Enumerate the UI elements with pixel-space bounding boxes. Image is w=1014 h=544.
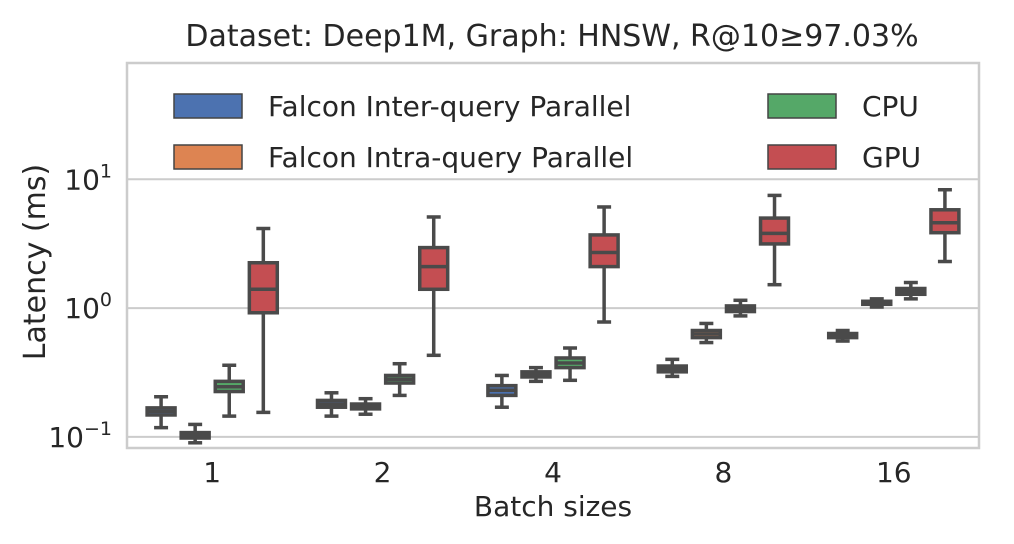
box-cpu-batch-16 [895,280,927,301]
legend: Falcon Inter-query Parallel Falcon Intra-… [173,90,921,174]
y-tick-label: 100 [64,289,112,325]
box-falcon-inter-query-parallel-batch-2 [315,391,348,418]
legend-swatch [173,93,243,119]
box-falcon-inter-query-parallel-batch-8 [656,357,689,379]
box-cpu-batch-8 [724,298,757,318]
box-cpu-batch-1 [213,363,245,418]
y-tick-base: 10 [48,421,84,454]
legend-label: Falcon Intra-query Parallel [268,141,633,174]
box-iqr [417,245,450,292]
box-cpu-batch-2 [383,361,416,398]
box-plots [145,187,961,445]
legend-item-cpu: CPU [767,90,919,123]
box-falcon-inter-query-parallel-batch-4 [486,373,518,409]
y-tick-base: 10 [64,292,100,325]
y-tick-exponent: 0 [100,289,112,311]
x-tick-label: 1 [203,456,221,489]
box-falcon-intra-query-parallel-batch-8 [690,321,723,345]
chart-title: Dataset: Deep1M, Graph: HNSW, R@10≥97.03… [185,19,918,54]
x-axis-label: Batch sizes [474,490,632,523]
legend-swatch [767,93,837,119]
box-gpu-batch-16 [929,187,961,264]
x-tick-label: 2 [374,456,392,489]
legend-label: GPU [862,141,921,174]
x-tick-label: 8 [714,456,732,489]
y-tick-exponent: −1 [84,418,112,440]
legend-item-gpu: GPU [767,141,921,174]
box-falcon-intra-query-parallel-batch-1 [179,422,211,445]
plot-area [125,61,981,450]
box-falcon-intra-query-parallel-batch-2 [349,396,382,416]
box-falcon-inter-query-parallel-batch-1 [145,394,177,430]
y-tick-exponent: 1 [100,160,112,182]
box-falcon-inter-query-parallel-batch-16 [826,328,859,343]
y-tick-base: 10 [64,163,100,196]
y-tick-label: 10−1 [48,418,112,454]
box-gpu-batch-8 [758,193,791,287]
box-iqr [758,216,791,246]
box-iqr [588,233,620,269]
box-cpu-batch-4 [554,346,586,383]
legend-item-falcon-intra-query-parallel: Falcon Intra-query Parallel [173,141,633,174]
legend-label: Falcon Inter-query Parallel [268,90,631,123]
box-falcon-intra-query-parallel-batch-16 [861,297,893,309]
x-tick-label: 16 [876,456,912,489]
legend-swatch [767,144,837,170]
legend-swatch [173,144,243,170]
x-tick-label: 4 [544,456,562,489]
legend-item-falcon-inter-query-parallel: Falcon Inter-query Parallel [173,90,631,123]
y-axis-label: Latency (ms) [18,164,53,360]
y-tick-label: 101 [64,160,112,196]
legend-label: CPU [862,90,919,123]
box-falcon-intra-query-parallel-batch-4 [520,365,552,384]
box-gpu-batch-2 [417,215,450,358]
x-tick-labels: 1 2 4 8 16 [203,456,911,489]
box-gpu-batch-1 [247,226,280,415]
box-gpu-batch-4 [588,205,620,324]
